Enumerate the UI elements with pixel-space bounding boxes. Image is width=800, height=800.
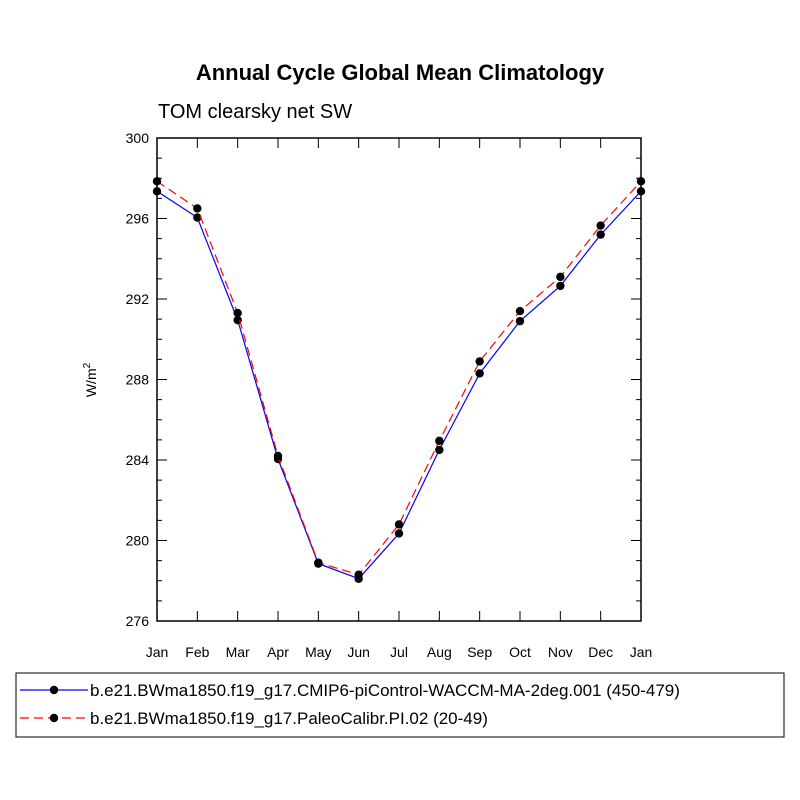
plot-frame bbox=[156, 137, 642, 622]
y-tick-label: 292 bbox=[126, 291, 150, 307]
x-tick-label: Sep bbox=[467, 644, 492, 660]
series-line bbox=[156, 180, 642, 576]
series-2 bbox=[152, 177, 646, 579]
series-point bbox=[193, 213, 202, 222]
y-tick-label: 296 bbox=[126, 211, 150, 227]
legend-entry-2: b.e21.BWma1850.f19_g17.PaleoCalibr.PI.02… bbox=[20, 709, 488, 728]
x-tick-label: Jan bbox=[146, 644, 169, 660]
y-axis-label-sup: 2 bbox=[82, 362, 93, 368]
svg-text:W/m2: W/m2 bbox=[82, 362, 99, 397]
series-point bbox=[475, 369, 484, 378]
x-tick-label: Nov bbox=[548, 644, 573, 660]
legend: b.e21.BWma1850.f19_g17.CMIP6-piControl-W… bbox=[15, 672, 785, 738]
legend-label: b.e21.BWma1850.f19_g17.CMIP6-piControl-W… bbox=[90, 681, 680, 700]
x-tick-label: Jan bbox=[630, 644, 653, 660]
x-tick-label: Jul bbox=[390, 644, 408, 660]
series-point bbox=[273, 451, 283, 461]
x-tick-label: Dec bbox=[588, 644, 613, 660]
y-axis-label-base: W/m bbox=[83, 368, 99, 397]
series-point bbox=[556, 281, 565, 291]
series-point bbox=[435, 445, 444, 455]
series-point bbox=[515, 306, 525, 316]
chart-subtitle: TOM clearsky net SW bbox=[158, 101, 352, 123]
series-point bbox=[596, 230, 605, 239]
y-axis-label: W/m2 bbox=[82, 362, 99, 397]
series-point bbox=[354, 570, 363, 579]
x-tick-label: May bbox=[305, 644, 331, 660]
series-point bbox=[394, 520, 404, 529]
legend-entry-1: b.e21.BWma1850.f19_g17.CMIP6-piControl-W… bbox=[20, 681, 680, 700]
series-point bbox=[193, 204, 202, 213]
legend-label: b.e21.BWma1850.f19_g17.PaleoCalibr.PI.02… bbox=[90, 709, 488, 728]
y-tick-label: 288 bbox=[126, 372, 150, 388]
series-point bbox=[475, 357, 484, 366]
axis-ticks bbox=[156, 137, 642, 622]
x-tick-label: Jun bbox=[347, 644, 370, 660]
x-tick-label: Feb bbox=[185, 644, 209, 660]
x-tick-label: Mar bbox=[226, 644, 250, 660]
legend-marker bbox=[49, 685, 59, 695]
chart-title: Annual Cycle Global Mean Climatology bbox=[196, 60, 605, 85]
x-tick-label: Apr bbox=[267, 644, 289, 660]
legend-marker bbox=[49, 713, 59, 723]
series-point bbox=[596, 221, 605, 230]
y-tick-label: 280 bbox=[126, 533, 150, 549]
series-point bbox=[233, 308, 242, 318]
series-layer bbox=[152, 177, 646, 583]
series-point bbox=[515, 316, 525, 326]
y-tick-label: 300 bbox=[126, 130, 150, 146]
y-tick-label: 276 bbox=[126, 613, 150, 629]
series-point bbox=[556, 272, 565, 282]
y-tick-label: 284 bbox=[126, 452, 150, 468]
legend-box bbox=[15, 672, 785, 738]
x-tick-label: Oct bbox=[509, 644, 531, 660]
series-point bbox=[394, 529, 404, 538]
tick-labels: 276 280 284 288 292 296 300 Jan Feb Mar Apr May Jun J… bbox=[126, 130, 653, 660]
series-point bbox=[314, 558, 323, 567]
series-point bbox=[435, 436, 444, 446]
x-tick-label: Aug bbox=[427, 644, 452, 660]
